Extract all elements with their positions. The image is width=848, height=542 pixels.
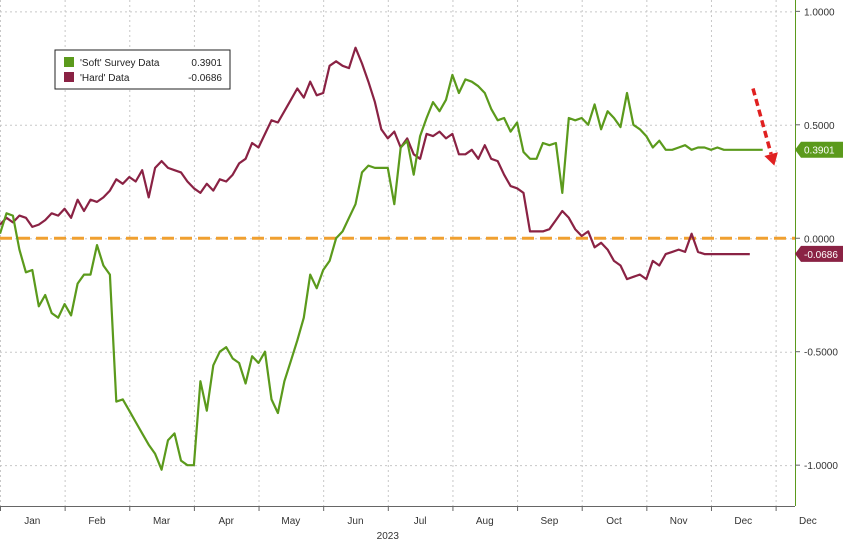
y-tick-label: 1.0000 bbox=[804, 7, 835, 18]
x-tick-label: Oct bbox=[606, 516, 622, 527]
series-line-hard bbox=[0, 46, 750, 281]
trend-arrow-shaft bbox=[751, 88, 773, 155]
series-line-soft bbox=[0, 73, 763, 471]
series-layer bbox=[0, 46, 763, 471]
x-tick-label: Mar bbox=[153, 516, 171, 527]
legend-swatch-soft bbox=[64, 57, 74, 67]
grid-lines bbox=[0, 0, 795, 506]
legend: 'Soft' Survey Data 0.3901 'Hard' Data -0… bbox=[54, 49, 231, 90]
y-tick-label: -0.5000 bbox=[804, 348, 838, 359]
last-value-badges: 0.3901 -0.0686 bbox=[795, 141, 843, 262]
x-year-label: 2023 bbox=[377, 531, 400, 542]
y-tick-label: 0.5000 bbox=[804, 121, 835, 132]
x-tick-label: Jan bbox=[24, 516, 40, 527]
trend-arrow-layer bbox=[751, 88, 778, 166]
badge-shape bbox=[795, 245, 843, 262]
x-tick-label: Nov bbox=[670, 516, 688, 527]
x-tick-label: Jun bbox=[347, 516, 363, 527]
legend-value-soft: 0.3901 bbox=[191, 58, 222, 69]
badge-value: -0.0686 bbox=[804, 250, 838, 261]
x-tick-label: Feb bbox=[88, 516, 106, 527]
legend-value-hard: -0.0686 bbox=[188, 73, 222, 84]
legend-label-hard: 'Hard' Data bbox=[80, 73, 130, 84]
legend-label-soft: 'Soft' Survey Data bbox=[80, 58, 160, 69]
x-tick-label: Apr bbox=[218, 516, 234, 527]
x-tick-label: Jul bbox=[414, 516, 427, 527]
badge-value: 0.3901 bbox=[804, 146, 835, 157]
legend-swatch-hard bbox=[64, 72, 74, 82]
badge-shape bbox=[795, 141, 843, 158]
x-tick-label: Dec bbox=[734, 516, 752, 527]
badge-hard: -0.0686 bbox=[795, 245, 843, 262]
x-tick-label: Aug bbox=[476, 516, 494, 527]
trend-arrow-head bbox=[764, 152, 778, 166]
y-tick-label: -1.0000 bbox=[804, 461, 838, 472]
x-tick-label: Sep bbox=[540, 516, 558, 527]
x-tick-label: Dec bbox=[799, 516, 817, 527]
badge-soft: 0.3901 bbox=[795, 141, 843, 158]
legend-box bbox=[54, 49, 231, 90]
y-tick-label: 0.0000 bbox=[804, 234, 835, 245]
x-tick-label: May bbox=[281, 516, 300, 527]
